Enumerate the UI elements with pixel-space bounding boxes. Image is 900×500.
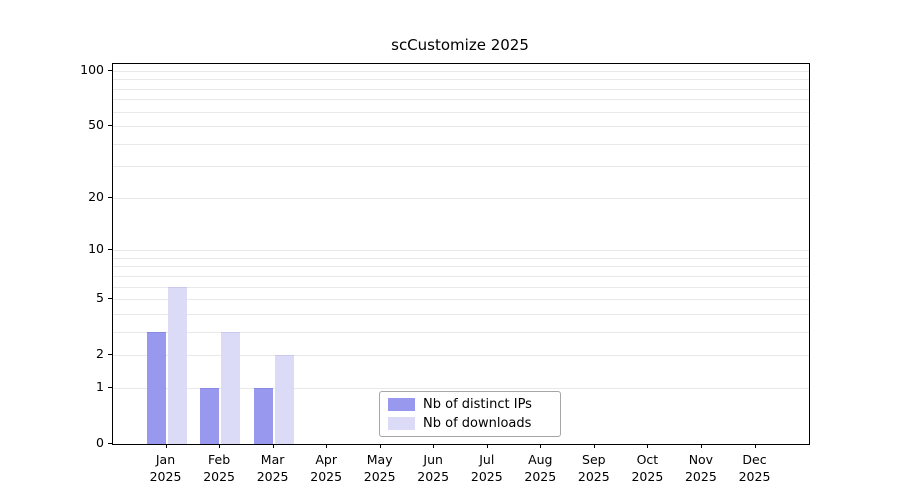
y-tick-mark-50 bbox=[108, 125, 112, 127]
x-tick-month: Jun bbox=[423, 452, 443, 467]
x-tick-year: 2025 bbox=[470, 469, 503, 484]
x-tick-mark-jun bbox=[433, 444, 435, 448]
gridline-80 bbox=[113, 88, 809, 90]
gridline-100 bbox=[113, 70, 809, 72]
y-tick-label-1: 1 bbox=[96, 379, 104, 394]
x-tick-mark-sep bbox=[593, 444, 595, 448]
bar-ips-jan bbox=[146, 331, 166, 444]
x-tick-label-dec: Dec 2025 bbox=[720, 451, 790, 485]
y-tick-mark-2 bbox=[108, 354, 112, 356]
legend-item-downloads: Nb of downloads bbox=[388, 416, 560, 431]
x-tick-mark-feb bbox=[219, 444, 221, 448]
x-tick-label-sep: Sep 2025 bbox=[559, 451, 629, 485]
x-tick-year: 2025 bbox=[738, 469, 771, 484]
chart-title: scCustomize 2025 bbox=[391, 36, 529, 54]
y-tick-label-0: 0 bbox=[96, 435, 104, 450]
x-tick-month: Nov bbox=[688, 452, 714, 467]
x-tick-mark-dec bbox=[754, 444, 756, 448]
x-tick-month: Dec bbox=[742, 452, 767, 467]
x-tick-year: 2025 bbox=[631, 469, 664, 484]
gridline-40 bbox=[113, 143, 809, 145]
gridline-3 bbox=[113, 331, 809, 333]
x-tick-label-feb: Feb 2025 bbox=[184, 451, 254, 485]
x-tick-month: Jul bbox=[479, 452, 495, 467]
x-tick-year: 2025 bbox=[203, 469, 235, 484]
x-tick-label-aug: Aug 2025 bbox=[505, 451, 575, 485]
gridline-1 bbox=[113, 388, 809, 389]
x-tick-label-nov: Nov 2025 bbox=[666, 451, 736, 485]
x-tick-label-jun: Jun 2025 bbox=[398, 451, 468, 485]
x-tick-mark-mar bbox=[272, 444, 274, 448]
x-tick-year: 2025 bbox=[417, 469, 450, 484]
gridline-30 bbox=[113, 166, 809, 168]
x-tick-label-apr: Apr 2025 bbox=[291, 451, 361, 485]
x-tick-year: 2025 bbox=[524, 469, 557, 484]
bar-downloads-jan bbox=[167, 286, 187, 444]
x-tick-label-jul: Jul 2025 bbox=[452, 451, 522, 485]
x-tick-month: Oct bbox=[636, 452, 659, 467]
x-tick-month: Aug bbox=[528, 452, 553, 467]
gridline-10 bbox=[113, 250, 809, 252]
x-tick-year: 2025 bbox=[149, 469, 182, 484]
x-tick-month: Apr bbox=[315, 452, 337, 467]
gridline-9 bbox=[113, 257, 809, 259]
x-tick-mark-jul bbox=[486, 444, 488, 448]
y-tick-label-2: 2 bbox=[96, 346, 104, 362]
y-tick-mark-100 bbox=[108, 69, 112, 71]
gridline-60 bbox=[113, 111, 809, 113]
legend: Nb of distinct IPs Nb of downloads bbox=[379, 391, 561, 437]
y-tick-label-10: 10 bbox=[88, 241, 104, 257]
legend-swatch-downloads bbox=[388, 417, 415, 430]
legend-swatch-distinct-ips bbox=[388, 398, 415, 411]
bar-downloads-feb bbox=[221, 331, 241, 444]
gridline-6 bbox=[113, 286, 809, 288]
x-tick-year: 2025 bbox=[363, 469, 396, 484]
gridline-2 bbox=[113, 355, 809, 357]
x-tick-label-oct: Oct 2025 bbox=[612, 451, 682, 485]
x-tick-mark-apr bbox=[326, 444, 328, 448]
y-tick-label-100: 100 bbox=[80, 61, 104, 77]
x-tick-label-mar: Mar 2025 bbox=[238, 451, 308, 485]
x-tick-mark-aug bbox=[540, 444, 542, 448]
y-tick-label-50: 50 bbox=[88, 117, 104, 133]
x-tick-month: Sep bbox=[582, 452, 606, 467]
y-tick-mark-10 bbox=[108, 249, 112, 251]
x-tick-label-jan: Jan 2025 bbox=[131, 451, 201, 485]
gridline-70 bbox=[113, 99, 809, 101]
gridline-90 bbox=[113, 79, 809, 81]
x-tick-mark-oct bbox=[647, 444, 649, 448]
x-tick-year: 2025 bbox=[577, 469, 610, 484]
plot-area: Nb of distinct IPs Nb of downloads bbox=[112, 63, 810, 445]
x-tick-month: Mar bbox=[260, 452, 285, 467]
x-tick-year: 2025 bbox=[684, 469, 717, 484]
bar-ips-mar bbox=[253, 388, 273, 444]
legend-label-downloads: Nb of downloads bbox=[423, 416, 532, 431]
x-tick-mark-jan bbox=[165, 444, 167, 448]
x-tick-mark-may bbox=[379, 444, 381, 448]
legend-label-distinct-ips: Nb of distinct IPs bbox=[423, 397, 532, 412]
gridline-7 bbox=[113, 275, 809, 277]
x-tick-month: Jan bbox=[155, 452, 176, 467]
gridline-5 bbox=[113, 299, 809, 301]
gridline-50 bbox=[113, 126, 809, 128]
x-tick-year: 2025 bbox=[310, 469, 343, 484]
y-tick-mark-20 bbox=[108, 196, 112, 198]
y-tick-mark-1 bbox=[108, 387, 112, 388]
x-tick-month: Feb bbox=[208, 452, 231, 467]
x-tick-label-may: May 2025 bbox=[345, 451, 415, 485]
x-tick-month: May bbox=[366, 452, 393, 467]
gridline-20 bbox=[113, 197, 809, 199]
bar-downloads-mar bbox=[274, 355, 294, 444]
x-tick-year: 2025 bbox=[256, 469, 289, 484]
gridline-8 bbox=[113, 266, 809, 268]
y-tick-label-20: 20 bbox=[88, 188, 104, 204]
y-tick-mark-0 bbox=[108, 443, 112, 444]
legend-item-distinct-ips: Nb of distinct IPs bbox=[388, 397, 560, 412]
bar-ips-feb bbox=[200, 388, 220, 444]
y-tick-mark-5 bbox=[108, 298, 112, 300]
gridline-4 bbox=[113, 313, 809, 315]
y-tick-label-5: 5 bbox=[96, 290, 104, 306]
x-tick-mark-nov bbox=[700, 444, 702, 448]
